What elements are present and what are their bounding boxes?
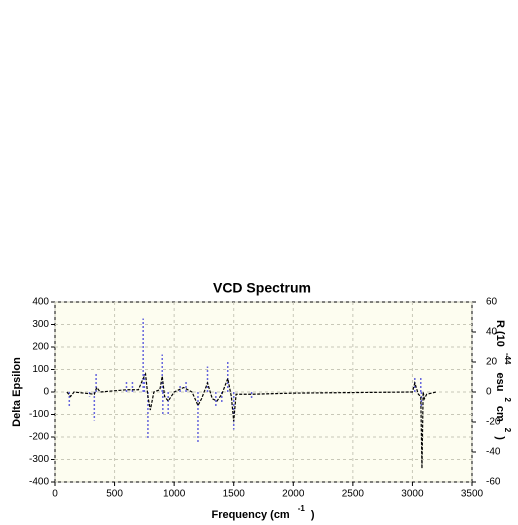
y2-label-sup: -44	[503, 353, 512, 365]
y2-label-part: )	[494, 436, 506, 440]
y-axis-label: Delta Epsilon	[11, 357, 23, 427]
y2-axis-label: R (10 -44 esu 2 cm 2)	[494, 320, 512, 440]
x-tick-label: 3000	[401, 489, 424, 500]
y2-label-part: R (10	[494, 320, 506, 347]
x-label-part: Frequency (cm	[211, 509, 289, 521]
y2-tick-label: 20	[486, 357, 498, 368]
x-label-part: )	[311, 509, 315, 521]
x-tick-label: 2000	[282, 489, 305, 500]
y2-tick-label: 60	[486, 297, 498, 308]
y-tick-label: 100	[32, 364, 49, 375]
y-tick-label: 200	[32, 342, 49, 353]
y2-label-part: cm	[494, 406, 506, 422]
x-tick-label: 2500	[342, 489, 365, 500]
x-label-sup: -1	[298, 504, 306, 513]
y-tick-label: 400	[32, 297, 49, 308]
y-tick-label: 0	[43, 387, 49, 398]
y-tick-label: -100	[29, 409, 49, 420]
spectrum-line	[66, 371, 437, 469]
x-axis-label: Frequency (cm -1)	[211, 504, 314, 521]
y2-label-sup: 2	[503, 428, 512, 433]
y-tick-label: -300	[29, 454, 49, 465]
y2-tick-label: -20	[486, 417, 501, 428]
y-tick-label: -200	[29, 432, 49, 443]
x-tick-label: 1000	[163, 489, 186, 500]
y2-tick-label: -60	[486, 477, 501, 488]
y2-tick-label: 0	[486, 387, 492, 398]
y2-tick-label: 40	[486, 327, 498, 338]
y-tick-label: 300	[32, 319, 49, 330]
y2-label-part: esu	[494, 372, 506, 391]
x-tick-label: 0	[52, 489, 58, 500]
y-tick-label: -400	[29, 477, 49, 488]
chart-title: VCD Spectrum	[213, 280, 311, 296]
x-tick-label: 500	[106, 489, 123, 500]
y2-tick-label: -40	[486, 447, 501, 458]
x-tick-label: 1500	[223, 489, 246, 500]
y2-label-sup: 2	[503, 397, 512, 402]
x-tick-label: 3500	[461, 489, 484, 500]
